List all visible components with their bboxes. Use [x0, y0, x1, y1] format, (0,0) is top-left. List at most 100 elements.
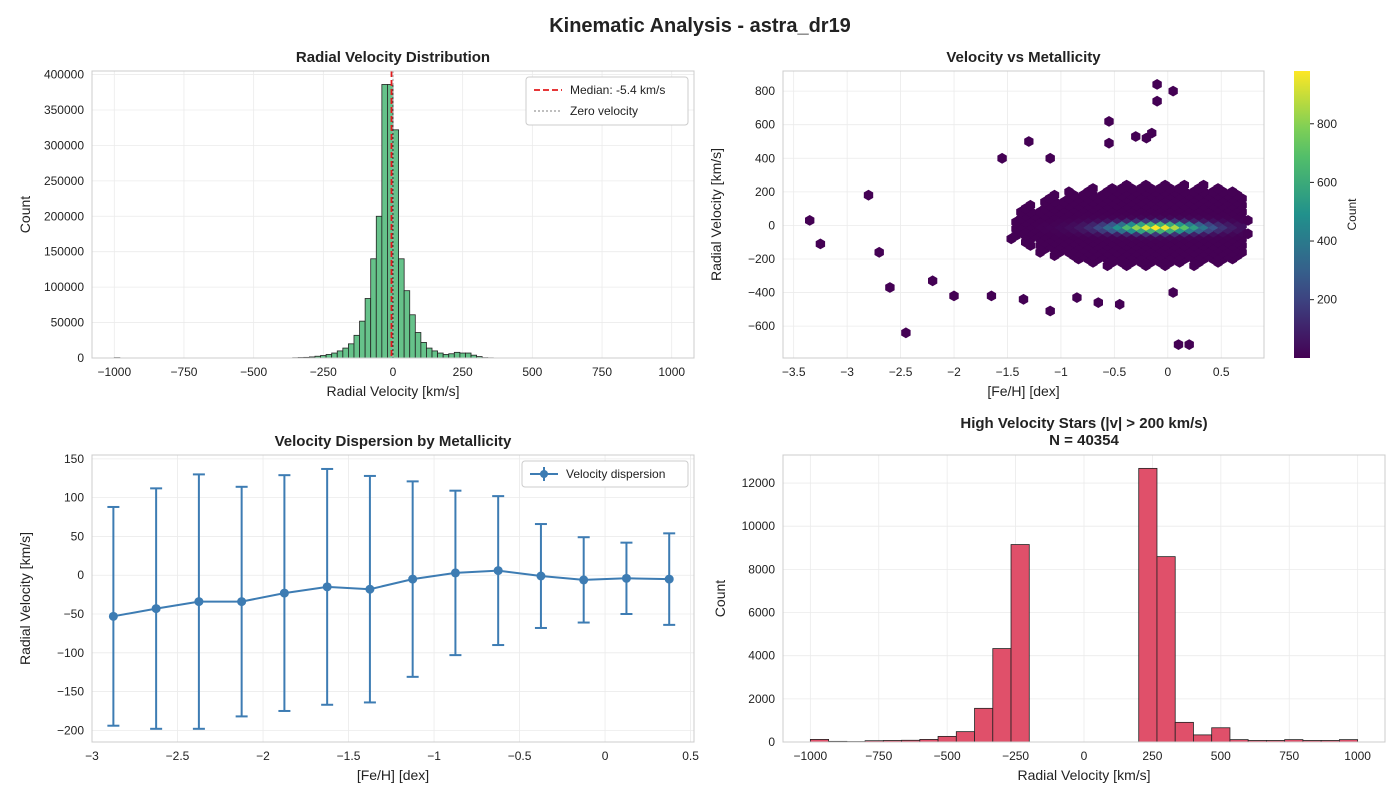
chart-title: Velocity vs Metallicity	[946, 49, 1101, 66]
histogram-bar	[336, 350, 344, 359]
y-axis-label: Radial Velocity [km/s]	[708, 148, 724, 281]
hexbin-outlier-cell	[1115, 298, 1125, 310]
x-tick-label: 0	[602, 749, 609, 763]
hexbin-outlier-cell	[1045, 152, 1055, 164]
y-tick-label: 200	[755, 185, 775, 199]
x-axis-label: Radial Velocity [km/s]	[1017, 767, 1150, 783]
x-tick-label: −1	[1054, 365, 1068, 379]
y-tick-label: 350000	[44, 103, 84, 117]
histogram-bar	[442, 354, 450, 359]
histogram-bar	[398, 258, 405, 359]
histogram-bar	[1174, 721, 1194, 743]
histogram-bar	[465, 352, 472, 359]
histogram-bar	[1156, 556, 1176, 743]
hexbin-cell	[1049, 189, 1060, 201]
hexbin-cell	[1141, 179, 1151, 191]
y-tick-label: 800	[755, 84, 775, 98]
velocity-metallicity-hexbin: −3.5 −3 −2.5 −2 −1.5 −1 −0.5 0 0.5 −600 −400 −200 0 2…	[708, 49, 1359, 399]
hexbin-outlier-cell	[928, 275, 938, 287]
y-axis-label: Count	[712, 580, 728, 617]
figure-title: Kinematic Analysis - astra_dr19	[549, 15, 851, 37]
x-tick-label: 750	[1279, 749, 1299, 763]
colorbar-tick-label: 600	[1317, 175, 1337, 189]
y-tick-label: 250000	[44, 174, 84, 188]
x-axis-label: [Fe/H] [dex]	[987, 383, 1059, 399]
x-tick-label: −1.5	[337, 749, 361, 763]
series-line	[113, 569, 670, 618]
hexbin-outlier-cell	[815, 238, 826, 250]
histogram-bar	[364, 298, 372, 359]
data-point	[194, 597, 204, 607]
x-tick-label: 500	[522, 365, 542, 379]
legend-box	[525, 76, 689, 126]
hexbin-outlier-cell	[1104, 116, 1114, 127]
x-tick-label: −0.5	[1103, 365, 1127, 379]
colorbar-tick-label: 400	[1317, 234, 1337, 248]
histogram-bar	[437, 352, 444, 359]
data-point	[408, 574, 418, 584]
legend-label: Velocity dispersion	[566, 467, 665, 481]
data-point	[664, 574, 674, 584]
histogram-bar	[453, 351, 461, 359]
data-point	[450, 568, 460, 578]
y-tick-label: 600	[755, 118, 775, 132]
y-tick-label: −50	[64, 607, 85, 621]
hexbin-cell	[1025, 199, 1036, 211]
histogram-bar	[392, 129, 399, 359]
hexbin-outlier-cell	[863, 189, 874, 201]
y-tick-label: 12000	[742, 476, 776, 490]
data-point	[279, 588, 289, 598]
histogram-bar	[937, 735, 957, 743]
y-tick-label: 400	[755, 151, 775, 165]
y-tick-label: 50000	[51, 316, 85, 330]
hexbin-cell	[1213, 183, 1223, 194]
legend-label: Zero velocity	[570, 104, 638, 118]
hexbin-outlier-cell	[1152, 79, 1162, 90]
y-tick-label: 10000	[742, 519, 776, 533]
hexbin-outlier-cell	[1243, 215, 1253, 226]
histogram-bar	[1211, 727, 1231, 743]
histogram-bar	[459, 352, 466, 359]
x-tick-label: −500	[934, 749, 961, 763]
y-tick-label: 100000	[44, 280, 84, 294]
histogram-bar	[426, 347, 433, 359]
data-point	[365, 584, 375, 594]
colorbar-tick-label: 800	[1317, 117, 1337, 131]
y-tick-label: 6000	[748, 606, 775, 620]
y-axis-label: Radial Velocity [km/s]	[17, 532, 33, 665]
x-tick-label: −1	[427, 749, 441, 763]
hexbin-cell	[1122, 179, 1132, 191]
x-tick-label: −1000	[97, 365, 131, 379]
chart-title: Radial Velocity Distribution	[296, 49, 490, 66]
histogram-bar	[342, 347, 349, 359]
colorbar-label: Count	[1345, 198, 1359, 231]
hexbin-outlier-cell	[805, 215, 815, 226]
x-tick-label: 250	[1142, 749, 1162, 763]
hexbin-outlier-cell	[1184, 339, 1194, 350]
plot-frame	[91, 70, 695, 359]
histogram-bar	[420, 342, 427, 359]
velocity-dispersion-chart: −3 −2.5 −2 −1.5 −1 −0.5 0 0.5 −200 −150 −100 −50 0 50…	[17, 433, 699, 783]
x-tick-label: −250	[310, 365, 337, 379]
high-velocity-histogram: −1000 −750 −500 −250 0 250 500 750 1000020004000…	[712, 415, 1386, 783]
x-tick-label: −250	[1002, 749, 1029, 763]
x-tick-label: 1000	[1344, 749, 1371, 763]
hexbin-outlier-cell	[1018, 293, 1029, 305]
x-tick-label: 0	[1164, 365, 1171, 379]
histogram-bar	[403, 290, 411, 359]
hexbin-cell	[1198, 179, 1209, 191]
x-tick-label: −750	[865, 749, 892, 763]
y-tick-label: 0	[77, 351, 84, 365]
x-tick-label: −3	[85, 749, 99, 763]
x-tick-label: −2	[256, 749, 270, 763]
x-tick-label: 0	[1081, 749, 1088, 763]
x-tick-label: −0.5	[508, 749, 532, 763]
histogram-bar	[448, 353, 455, 359]
x-tick-label: 0.5	[1213, 365, 1230, 379]
data-point	[322, 582, 332, 592]
data-point	[493, 566, 503, 576]
x-tick-label: 250	[453, 365, 473, 379]
y-tick-label: 0	[768, 735, 775, 749]
y-tick-label: 150	[64, 452, 84, 466]
histogram-bar	[955, 731, 975, 743]
